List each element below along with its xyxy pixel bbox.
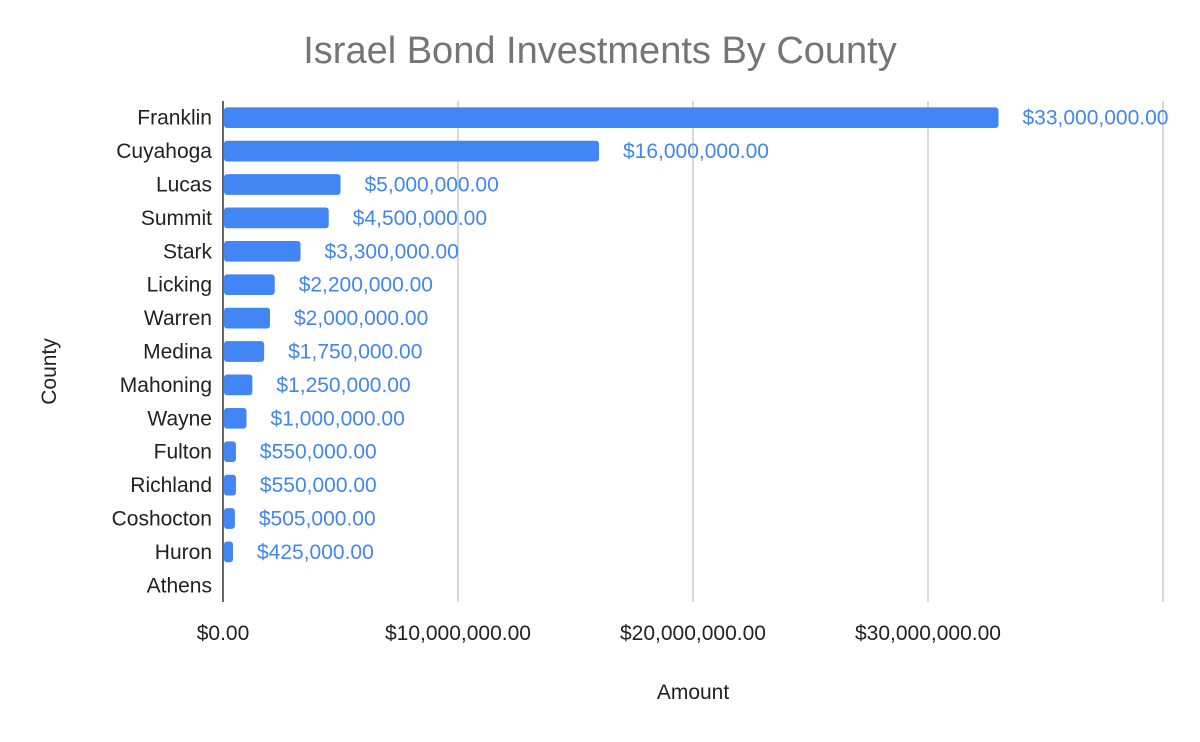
bar-fulton	[224, 441, 236, 463]
x-tick-label-2: $20,000,000.00	[620, 622, 766, 645]
data-label-licking: $2,200,000.00	[299, 274, 433, 297]
bars	[224, 107, 999, 563]
bar-mahoning	[224, 374, 253, 396]
category-label-huron: Huron	[155, 541, 212, 564]
bar-lucas	[224, 174, 341, 195]
data-label-medina: $1,750,000.00	[288, 341, 422, 364]
category-label-warren: Warren	[144, 307, 212, 330]
data-label-warren: $2,000,000.00	[294, 307, 428, 330]
category-label-wayne: Wayne	[147, 407, 212, 430]
data-label-coshocton: $505,000.00	[259, 508, 376, 531]
category-label-licking: Licking	[147, 274, 212, 297]
data-label-cuyahoga: $16,000,000.00	[623, 140, 769, 163]
bar-coshocton	[224, 508, 235, 529]
data-label-stark: $3,300,000.00	[325, 240, 459, 263]
data-label-fulton: $550,000.00	[260, 441, 377, 464]
bar-wayne	[224, 407, 247, 429]
data-label-mahoning: $1,250,000.00	[276, 374, 410, 397]
chart-title: Israel Bond Investments By County	[303, 30, 897, 72]
category-label-athens: Athens	[147, 574, 212, 597]
bar-franklin	[224, 107, 999, 129]
bar-cuyahoga	[224, 140, 599, 162]
category-label-mahoning: Mahoning	[120, 374, 212, 397]
x-tick-label-0: $0.00	[197, 622, 250, 645]
data-label-lucas: $5,000,000.00	[365, 174, 499, 197]
category-label-fulton: Fulton	[154, 441, 212, 464]
data-labels: $33,000,000.00 $16,000,000.00 $5,000,000.0…	[257, 107, 1168, 564]
category-labels: Franklin Cuyahoga Lucas Summit Stark Licking W…	[112, 107, 213, 598]
category-label-stark: Stark	[163, 240, 213, 263]
x-tick-labels: $0.00 $10,000,000.00 $20,000,000.00 $30,000…	[197, 622, 1001, 645]
data-label-franklin: $33,000,000.00	[1023, 107, 1169, 130]
bar-licking	[224, 274, 275, 296]
bar-medina	[224, 341, 265, 362]
data-label-richland: $550,000.00	[260, 474, 377, 497]
category-label-summit: Summit	[141, 207, 212, 230]
y-axis-title: County	[38, 338, 61, 405]
bar-stark	[224, 240, 301, 262]
x-tick-label-1: $10,000,000.00	[385, 622, 531, 645]
bar-huron	[224, 541, 233, 563]
bar-warren	[224, 307, 270, 329]
data-label-huron: $425,000.00	[257, 541, 374, 564]
data-label-summit: $4,500,000.00	[353, 207, 487, 230]
x-tick-label-3: $30,000,000.00	[855, 622, 1001, 645]
category-label-richland: Richland	[130, 474, 212, 497]
bar-summit	[224, 207, 329, 229]
category-label-lucas: Lucas	[156, 174, 212, 197]
category-label-medina: Medina	[143, 341, 212, 364]
category-label-cuyahoga: Cuyahoga	[116, 140, 212, 163]
category-label-franklin: Franklin	[137, 107, 212, 130]
category-label-coshocton: Coshocton	[112, 508, 212, 531]
gridlines	[457, 101, 1164, 602]
data-label-wayne: $1,000,000.00	[271, 407, 405, 430]
x-axis-title: Amount	[657, 681, 730, 704]
bar-richland	[224, 474, 236, 496]
